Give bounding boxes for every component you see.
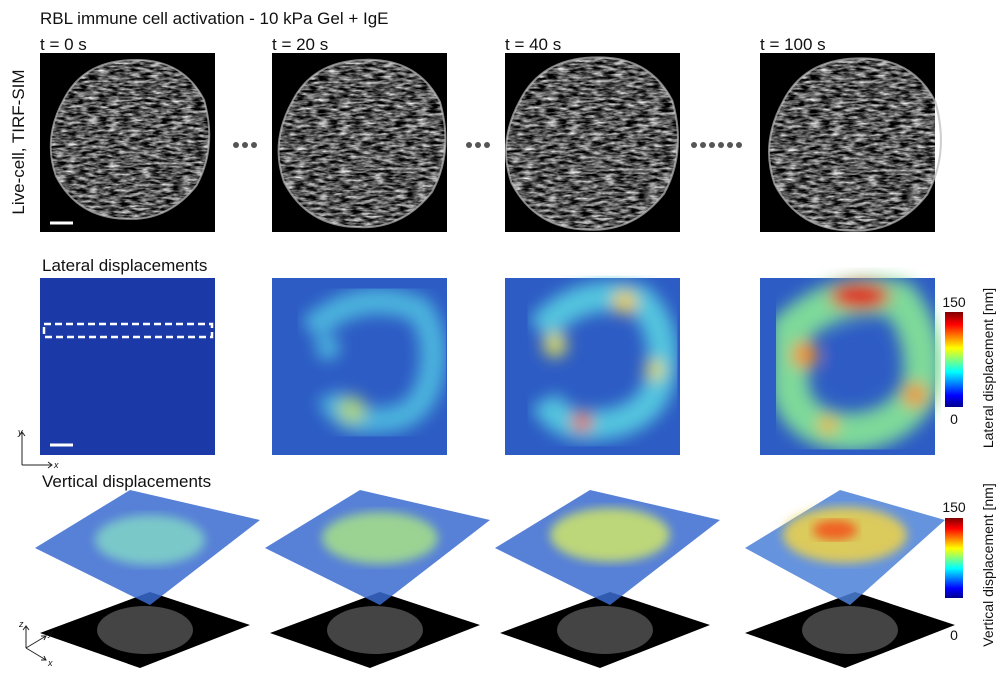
figure-title: RBL immune cell activation - 10 kPa Gel … <box>40 9 389 28</box>
colorbar-max: 150 <box>942 294 966 310</box>
axis-label: y <box>17 427 23 437</box>
time-label: t = 100 s <box>760 35 826 54</box>
colorbar-min: 0 <box>950 411 958 427</box>
colorbar-max: 150 <box>942 499 966 515</box>
axes-icon <box>18 431 53 469</box>
axes-icon <box>22 625 47 661</box>
colorbar-min: 0 <box>950 627 958 643</box>
section-title: Vertical displacements <box>42 472 211 491</box>
colorbar-label: Vertical displacement [nm] <box>980 483 996 646</box>
time-label: t = 20 s <box>272 35 328 54</box>
row-label: Live-cell, TIRF-SIM <box>9 69 28 214</box>
vertical-row <box>35 490 963 668</box>
time-label: t = 40 s <box>505 35 561 54</box>
axis-label: x <box>53 460 59 470</box>
microscopy-row <box>40 53 941 232</box>
axis-label: y <box>47 628 53 638</box>
lateral-row <box>40 277 963 455</box>
colorbar-label: Lateral displacement [nm] <box>980 288 996 448</box>
axis-label: z <box>18 619 24 629</box>
section-title: Lateral displacements <box>42 256 207 275</box>
axis-label: x <box>47 658 53 668</box>
time-label: t = 0 s <box>40 35 87 54</box>
